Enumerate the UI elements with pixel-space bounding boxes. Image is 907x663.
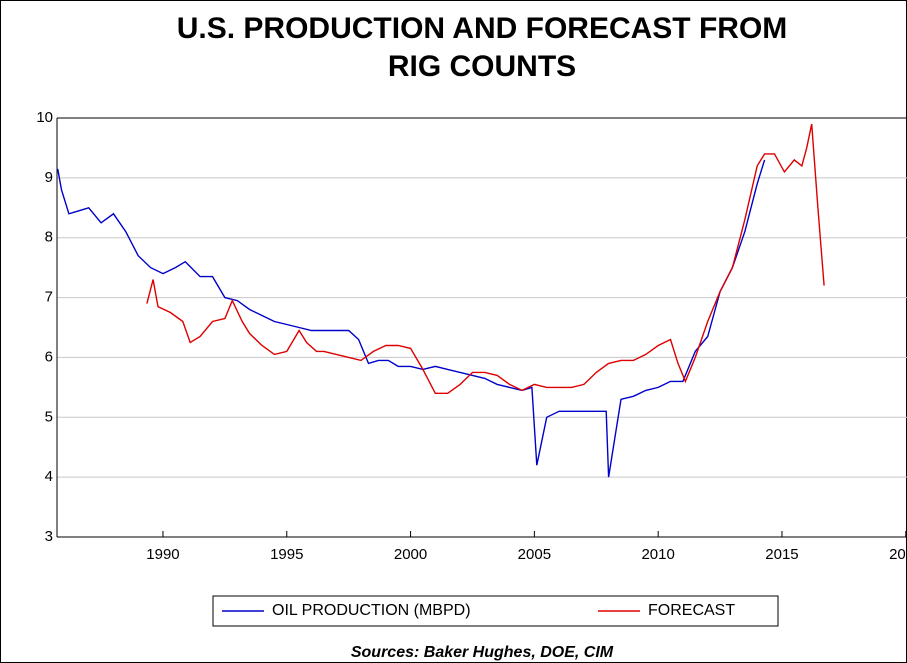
series-line <box>57 159 766 478</box>
chart-title: RIG COUNTS <box>388 50 576 83</box>
chart-title: U.S. PRODUCTION AND FORECAST FROM <box>177 12 788 45</box>
y-tick-label: 4 <box>45 468 53 485</box>
legend-label: FORECAST <box>648 602 735 619</box>
y-tick-label: 9 <box>45 169 53 186</box>
y-tick-label: 10 <box>36 109 53 126</box>
y-tick-label: 8 <box>45 229 53 246</box>
x-tick-label: 1995 <box>270 546 303 563</box>
x-tick-label: 2005 <box>518 546 551 563</box>
x-tick-label: 2010 <box>641 546 674 563</box>
source: Sources: Baker Hughes, DOE, CIM <box>351 644 614 661</box>
legend-label: OIL PRODUCTION (MBPD) <box>272 602 471 619</box>
y-tick-label: 7 <box>45 289 53 306</box>
y-tick-label: 3 <box>45 528 53 545</box>
x-tick-label: 2020 <box>889 546 907 563</box>
x-tick-label: 1990 <box>146 546 179 563</box>
series-line <box>146 123 825 394</box>
legend <box>212 595 779 627</box>
x-tick-label: 2000 <box>394 546 427 563</box>
x-tick-label: 2015 <box>765 546 798 563</box>
y-tick-label: 5 <box>45 408 53 425</box>
y-tick-label: 6 <box>45 348 53 365</box>
